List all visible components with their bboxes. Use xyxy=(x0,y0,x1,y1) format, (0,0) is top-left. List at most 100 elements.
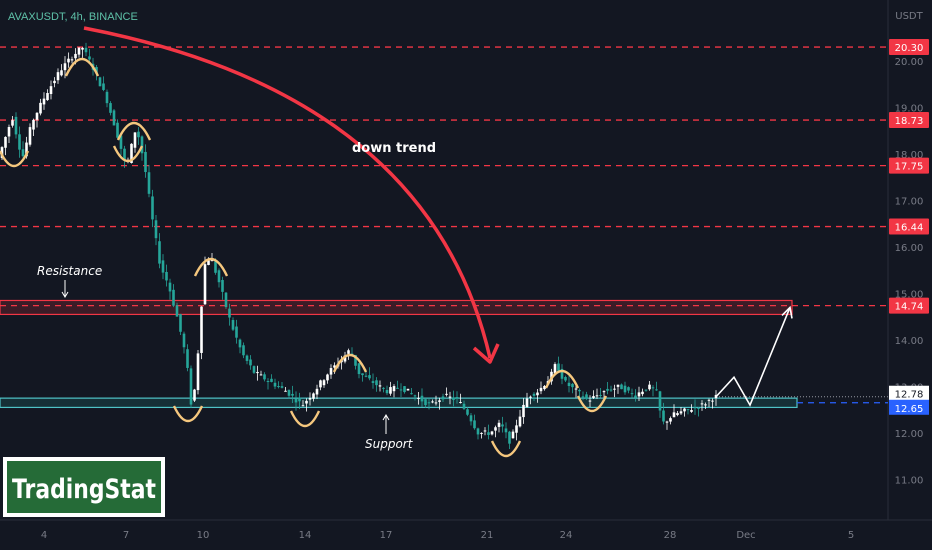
resistance-zone xyxy=(0,299,793,316)
support-label: Support xyxy=(365,437,414,451)
candle-body xyxy=(511,431,515,439)
candle-body xyxy=(592,396,595,398)
candle-body xyxy=(333,365,336,368)
candle-body xyxy=(326,374,329,381)
candle-body xyxy=(410,393,413,395)
svg-text:TradingStat: TradingStat xyxy=(12,474,156,505)
candle-body xyxy=(280,386,284,388)
x-tick-label: 17 xyxy=(380,530,393,541)
candle-body xyxy=(518,416,522,427)
candle-body xyxy=(161,260,165,273)
candle-body xyxy=(14,116,18,135)
candle-body xyxy=(455,397,459,399)
annotations-layer xyxy=(0,26,793,458)
candle-body xyxy=(655,389,658,391)
level-price-tag: 20.30 xyxy=(895,43,924,54)
level-price-tag-bg xyxy=(889,218,929,235)
trough-marker xyxy=(289,410,321,428)
candle-body xyxy=(287,390,291,396)
candle-body xyxy=(501,424,504,427)
candle-body xyxy=(165,271,168,281)
candle-body xyxy=(634,395,637,398)
x-tick-label: 4 xyxy=(41,530,47,541)
candle-body xyxy=(130,143,133,163)
candle-body xyxy=(84,47,88,53)
candle-body xyxy=(186,349,189,368)
candle-body xyxy=(445,393,448,395)
candle-body xyxy=(424,399,427,406)
candle-body xyxy=(364,375,368,377)
candle-body xyxy=(32,119,35,130)
candle-body xyxy=(203,264,207,305)
candle-body xyxy=(301,405,305,407)
candle-body xyxy=(228,308,231,318)
currency-label: USDT xyxy=(895,11,923,22)
candle-body xyxy=(483,430,487,432)
support-pointer-head xyxy=(382,414,390,421)
candle-body xyxy=(119,135,123,149)
candle-body xyxy=(396,387,399,389)
candle-body xyxy=(357,363,361,375)
zones-layer xyxy=(0,299,798,409)
candle-body xyxy=(588,400,592,402)
candle-body xyxy=(291,393,294,396)
candle-body xyxy=(644,389,648,391)
candle-body xyxy=(536,392,539,396)
level-price-tag: 17.75 xyxy=(895,162,924,173)
candle-body xyxy=(658,391,662,411)
candle-body xyxy=(564,377,567,381)
candle-body xyxy=(529,396,532,398)
candle-body xyxy=(375,380,378,386)
tradingstat-logo: TradingStat xyxy=(3,457,165,517)
candle-body xyxy=(602,391,606,393)
candle-body xyxy=(686,409,690,411)
candle-body xyxy=(238,339,242,348)
level-price-tag: 18.73 xyxy=(895,116,924,127)
candle-body xyxy=(574,388,578,390)
candle-body xyxy=(214,261,217,273)
support-zone xyxy=(0,397,798,409)
candle-body xyxy=(704,404,707,406)
trough-marker xyxy=(576,395,608,413)
candle-body xyxy=(697,407,700,409)
y-axis: 20.0019.0018.0017.0016.0015.0014.0013.00… xyxy=(889,39,929,487)
candle-body xyxy=(476,428,480,435)
candle-body xyxy=(63,63,67,71)
candle-body xyxy=(560,368,564,379)
candle-body xyxy=(382,387,385,389)
level-price-tag: 16.44 xyxy=(895,223,924,234)
candle-body xyxy=(385,389,389,394)
candle-body xyxy=(70,59,74,61)
candle-body xyxy=(480,432,483,434)
candle-body xyxy=(595,395,599,397)
candle-body xyxy=(245,355,249,361)
peak-marker xyxy=(332,353,368,373)
candle-body xyxy=(123,148,126,161)
candle-body xyxy=(102,83,105,90)
candle-body xyxy=(637,392,641,397)
candle-body xyxy=(669,418,672,422)
candle-body xyxy=(494,427,497,431)
peak-marker xyxy=(544,369,580,389)
support-price-tag: 12.65 xyxy=(895,404,924,415)
candle-body xyxy=(11,120,14,126)
candle-body xyxy=(235,326,238,338)
candle-body xyxy=(620,384,623,390)
candle-body xyxy=(207,260,210,265)
candle-body xyxy=(627,387,630,391)
y-tick-label: 12.00 xyxy=(895,429,924,440)
candle-body xyxy=(60,70,63,76)
candle-body xyxy=(273,382,277,387)
candle-body xyxy=(133,132,137,148)
candle-body xyxy=(504,428,508,433)
peak-marker xyxy=(116,121,152,141)
trend-label: down trend xyxy=(352,141,436,156)
level-price-tag-bg xyxy=(889,112,929,129)
x-tick-label: 7 xyxy=(123,530,129,541)
candle-body xyxy=(343,355,347,362)
candle-body xyxy=(417,397,420,399)
trough-marker xyxy=(0,150,30,168)
candle-body xyxy=(298,397,301,402)
candle-body xyxy=(487,432,490,435)
